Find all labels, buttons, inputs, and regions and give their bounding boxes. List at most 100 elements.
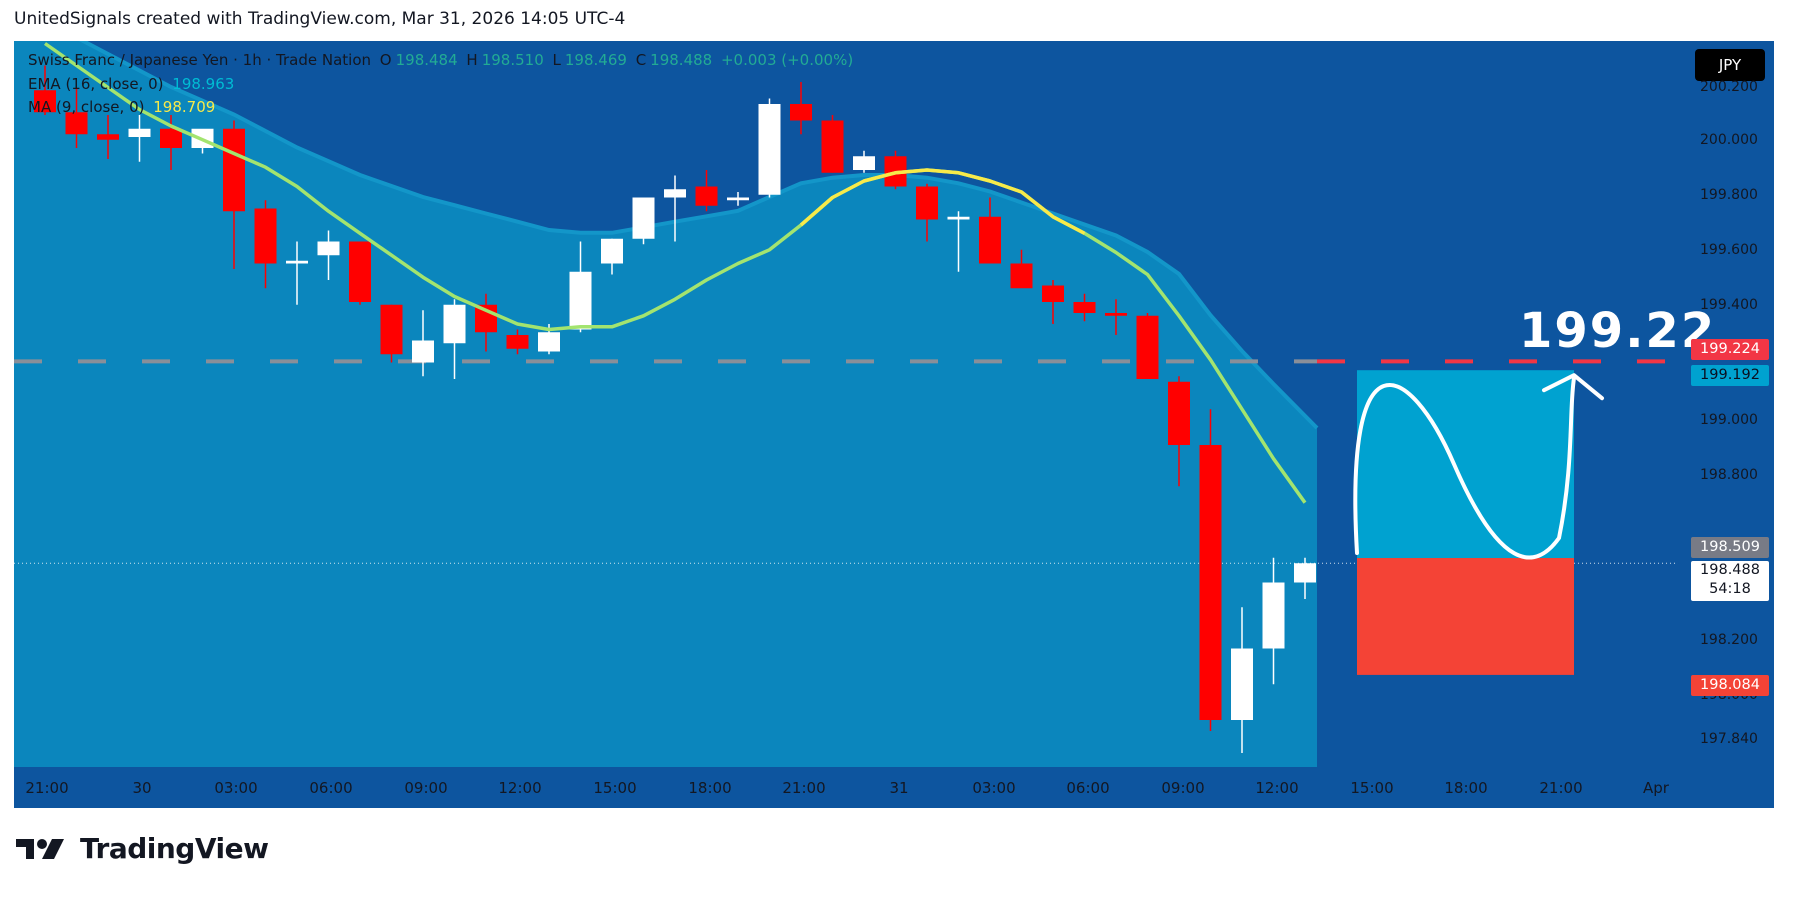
- candle-body: [538, 332, 560, 352]
- candle-body: [1073, 302, 1096, 313]
- target-price-label: 199.22: [1519, 303, 1717, 359]
- price-chart[interactable]: [14, 41, 1774, 808]
- x-tick-label: Apr: [1643, 779, 1669, 797]
- y-tick-label: 198.200: [1700, 632, 1758, 648]
- candle-body: [569, 271, 592, 330]
- x-tick-label: 18:00: [688, 779, 732, 797]
- last-price-tag: 198.488 54:18: [1691, 561, 1769, 601]
- previous-close-tag: 198.509: [1691, 537, 1769, 558]
- y-tick-label: 199.800: [1700, 187, 1758, 203]
- projection-curve: [1353, 376, 1576, 560]
- candle-body: [1136, 315, 1159, 379]
- x-tick-label: 30: [132, 779, 152, 797]
- y-tick-label: 200.000: [1700, 132, 1758, 148]
- tradingview-logo[interactable]: TradingView: [16, 832, 269, 865]
- candle-body: [758, 104, 781, 195]
- candle-body: [790, 104, 812, 121]
- y-tick-label: 200.200: [1700, 79, 1758, 95]
- x-axis-panel: [14, 767, 1774, 808]
- y-tick-label: 197.840: [1700, 731, 1758, 747]
- legend-symbol: Swiss Franc / Japanese Yen · 1h · Trade …: [28, 51, 372, 69]
- legend-low: 198.469: [564, 51, 627, 69]
- legend-open-label: O: [379, 51, 392, 69]
- x-tick-label: 12:00: [1255, 779, 1299, 797]
- candle-body: [223, 128, 245, 212]
- candle-body: [1168, 381, 1190, 445]
- candle-body: [1262, 582, 1285, 649]
- candle-body: [443, 304, 466, 344]
- candle-body: [853, 156, 875, 170]
- legend-ma-label: MA (9, close, 0): [28, 98, 145, 116]
- x-tick-label: 15:00: [593, 779, 637, 797]
- candle-body: [65, 112, 88, 135]
- candle-body: [821, 120, 844, 173]
- candle-body: [380, 304, 403, 355]
- tradingview-icon: [16, 838, 64, 859]
- candle-body: [254, 208, 277, 264]
- y-tick-label: 199.600: [1700, 242, 1758, 258]
- candle-body: [412, 340, 434, 363]
- legend-change: +0.003 (+0.00%): [720, 51, 854, 69]
- y-tick-label: 199.400: [1700, 297, 1758, 313]
- x-tick-label: 09:00: [404, 779, 448, 797]
- candle-body: [1042, 285, 1064, 302]
- legend-ema-label: EMA (16, close, 0): [28, 75, 164, 93]
- x-tick-label: 06:00: [1066, 779, 1110, 797]
- x-tick-label: 31: [889, 779, 909, 797]
- currency-badge[interactable]: JPY: [1695, 49, 1765, 81]
- x-tick-label: 21:00: [782, 779, 826, 797]
- legend-ema-value: 198.963: [172, 75, 235, 93]
- legend-high-label: H: [466, 51, 478, 69]
- last-price: 198.488: [1700, 562, 1760, 578]
- legend-symbol-row[interactable]: Swiss Franc / Japanese Yen · 1h · Trade …: [28, 51, 857, 69]
- legend-close: 198.488: [650, 51, 713, 69]
- x-tick-label: 06:00: [309, 779, 353, 797]
- x-tick-label: 03:00: [972, 779, 1016, 797]
- candle-body: [128, 128, 151, 137]
- legend-low-label: L: [552, 51, 561, 69]
- chart-area[interactable]: Swiss Franc / Japanese Yen · 1h · Trade …: [14, 41, 1774, 808]
- x-tick-label: 21:00: [25, 779, 69, 797]
- candle-body: [979, 216, 1001, 264]
- projection-arrowhead: [1542, 373, 1604, 401]
- candle-body: [349, 241, 371, 302]
- candle-body: [1010, 263, 1033, 289]
- chart-attribution: UnitedSignals created with TradingView.c…: [14, 9, 626, 29]
- candle-body: [664, 189, 686, 198]
- candle-body: [506, 335, 529, 349]
- candle-body: [97, 134, 119, 140]
- candle-body: [601, 238, 623, 264]
- y-tick-label: 199.000: [1700, 412, 1758, 428]
- bar-countdown: 54:18: [1709, 581, 1751, 597]
- candle-body: [1199, 445, 1222, 720]
- x-tick-label: 18:00: [1444, 779, 1488, 797]
- legend-open: 198.484: [395, 51, 458, 69]
- x-tick-label: 09:00: [1161, 779, 1205, 797]
- legend-close-label: C: [635, 51, 647, 69]
- candle-body: [317, 241, 340, 256]
- candle-body: [1231, 648, 1253, 720]
- ma-highlight: [799, 168, 1086, 235]
- legend-ema-row[interactable]: EMA (16, close, 0) 198.963: [28, 75, 238, 93]
- ma-line: [43, 42, 1307, 504]
- candle-body: [1294, 563, 1316, 583]
- ema-cloud: [14, 41, 1317, 767]
- legend-ma-value: 198.709: [153, 98, 216, 116]
- candle-body: [632, 197, 655, 239]
- candle-body: [727, 197, 749, 201]
- candle-body: [286, 260, 308, 264]
- candle-body: [160, 128, 182, 148]
- target-price-tag: 199.224: [1691, 339, 1769, 360]
- y-tick-label: 198.800: [1700, 467, 1758, 483]
- stop-loss-zone: [1357, 558, 1574, 675]
- candle-body: [947, 216, 970, 220]
- x-tick-label: 12:00: [498, 779, 542, 797]
- take-profit-tag: 199.192: [1691, 365, 1769, 386]
- legend-high: 198.510: [481, 51, 544, 69]
- footer-brand: TradingView: [80, 832, 269, 865]
- x-tick-label: 03:00: [214, 779, 258, 797]
- candle-body: [1105, 313, 1127, 316]
- candle-body: [916, 186, 938, 220]
- legend-ma-row[interactable]: MA (9, close, 0) 198.709: [28, 98, 219, 116]
- candle-body: [34, 90, 56, 113]
